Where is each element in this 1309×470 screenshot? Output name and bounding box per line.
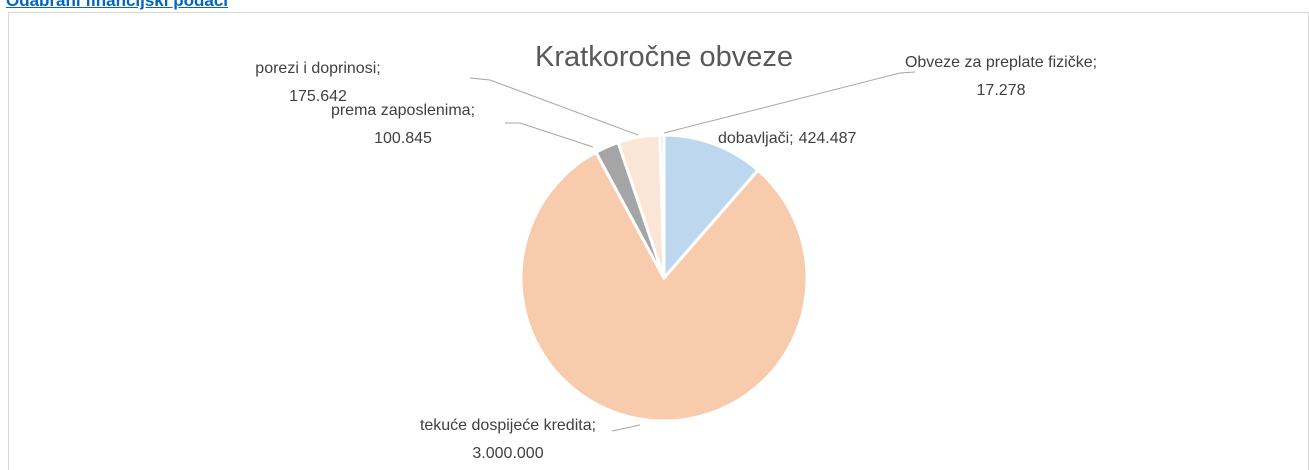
label-separator: ; <box>592 417 596 434</box>
chart-title: Kratkoročne obveze <box>535 41 793 73</box>
pie-slice <box>519 150 809 423</box>
pie-slice <box>658 133 666 279</box>
pie-slice <box>662 133 761 283</box>
leader-line <box>611 424 641 432</box>
label-separator: ; <box>1093 54 1097 71</box>
data-label: dobavljači; 424.487 <box>718 130 857 147</box>
label-category: prema zaposlenima <box>331 102 471 119</box>
section-heading: Odabrani financijski podaci <box>6 0 228 10</box>
leader-line <box>663 71 916 134</box>
label-category: Obveze za preplate fizičke <box>905 54 1093 71</box>
label-separator: ; <box>376 60 380 77</box>
label-value: 175.642 <box>289 88 347 105</box>
data-label: Obveze za preplate fizičke; 17.278 <box>905 54 1097 99</box>
leader-line <box>469 77 639 136</box>
label-separator: ; <box>789 130 793 147</box>
data-label: porezi i doprinosi; 175.642 <box>255 60 380 105</box>
label-category: tekuće dospijeće kredita <box>420 417 592 434</box>
label-category: porezi i doprinosi <box>255 60 376 77</box>
label-value: 3.000.000 <box>472 445 543 462</box>
data-label: tekuće dospijeće kredita; 3.000.000 <box>420 417 596 462</box>
label-value: 17.278 <box>977 82 1026 99</box>
label-separator: ; <box>471 102 475 119</box>
leader-line <box>505 122 594 148</box>
label-category: dobavljači <box>718 130 789 147</box>
label-value: 424.487 <box>799 130 857 147</box>
data-label: prema zaposlenima; 100.845 <box>331 102 475 147</box>
label-value: 100.845 <box>374 130 432 147</box>
